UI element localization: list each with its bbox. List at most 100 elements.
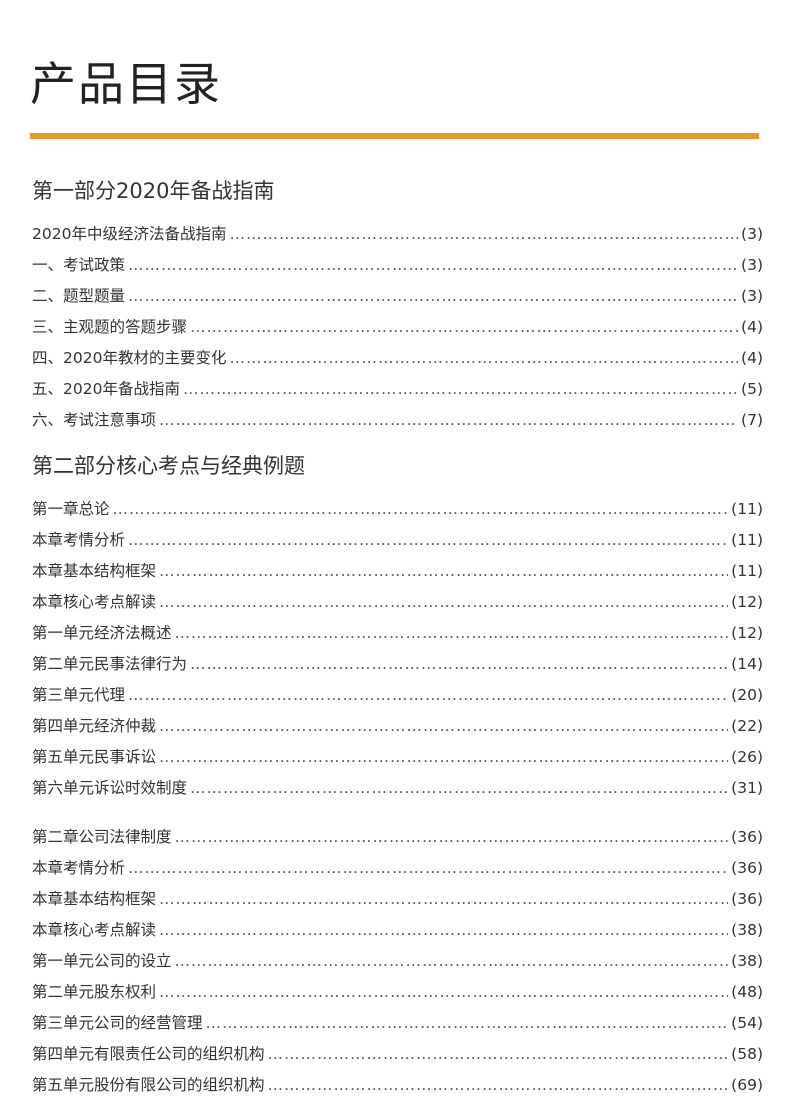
title-divider bbox=[30, 133, 759, 139]
toc-entry[interactable]: 第五单元股份有限公司的组织机构 (69) bbox=[32, 1074, 763, 1096]
toc-entry-page: (5) bbox=[741, 380, 763, 398]
toc-entry-label: 本章考情分析 bbox=[32, 859, 126, 877]
dot-leader bbox=[190, 653, 728, 675]
toc-entry-label: 第五单元民事诉讼 bbox=[32, 748, 157, 766]
toc-entry-page: (69) bbox=[731, 1076, 763, 1094]
toc-entry-page: (26) bbox=[731, 748, 763, 766]
toc-entry-label: 三、主观题的答题步骤 bbox=[32, 318, 188, 336]
toc-entry-page: (36) bbox=[731, 828, 763, 846]
toc-entry-label: 第四单元有限责任公司的组织机构 bbox=[32, 1045, 265, 1063]
toc-entry-page: (12) bbox=[731, 593, 763, 611]
toc-entry[interactable]: 第四单元有限责任公司的组织机构 (58) bbox=[32, 1043, 763, 1065]
toc-entry[interactable]: 第五单元民事诉讼 (26) bbox=[32, 746, 763, 768]
dot-leader bbox=[113, 498, 729, 520]
toc-entry-page: (22) bbox=[731, 717, 763, 735]
dot-leader bbox=[159, 560, 728, 582]
toc-entry-page: (12) bbox=[731, 624, 763, 642]
toc-entry[interactable]: 第三单元代理 (20) bbox=[32, 684, 763, 706]
toc-entry-label: 第一章总论 bbox=[32, 500, 110, 518]
toc-entry-label: 第三单元代理 bbox=[32, 686, 126, 704]
toc-entry-label: 本章核心考点解读 bbox=[32, 921, 157, 939]
dot-leader bbox=[190, 316, 738, 338]
toc-entry-page: (31) bbox=[731, 779, 763, 797]
dot-leader bbox=[175, 826, 729, 848]
dot-leader bbox=[175, 622, 729, 644]
dot-leader bbox=[159, 409, 738, 431]
toc-entry-page: (36) bbox=[731, 890, 763, 908]
toc-entry[interactable]: 第一单元经济法概述 (12) bbox=[32, 622, 763, 644]
toc-entry-page: (11) bbox=[731, 562, 763, 580]
toc-entry-label: 本章核心考点解读 bbox=[32, 593, 157, 611]
toc-entry-page: (3) bbox=[741, 225, 763, 243]
toc-entry-page: (4) bbox=[741, 318, 763, 336]
dot-leader bbox=[159, 981, 728, 1003]
toc-entry-page: (54) bbox=[731, 1014, 763, 1032]
toc-entry-label: 本章基本结构框架 bbox=[32, 890, 157, 908]
toc-entry-label: 第一单元公司的设立 bbox=[32, 952, 172, 970]
toc-entry-page: (20) bbox=[731, 686, 763, 704]
toc-entry-label: 二、题型题量 bbox=[32, 287, 126, 305]
toc-entry-label: 第三单元公司的经营管理 bbox=[32, 1014, 203, 1032]
toc-entry-page: (36) bbox=[731, 859, 763, 877]
toc-entry[interactable]: 本章核心考点解读 (12) bbox=[32, 591, 763, 613]
dot-leader bbox=[128, 254, 738, 276]
toc-entry[interactable]: 本章基本结构框架 (36) bbox=[32, 888, 763, 910]
dot-leader bbox=[229, 347, 738, 369]
toc-entry[interactable]: 本章核心考点解读 (38) bbox=[32, 919, 763, 941]
dot-leader bbox=[159, 715, 728, 737]
page-title: 产品目录 bbox=[30, 57, 222, 111]
toc-entry[interactable]: 2020年中级经济法备战指南 (3) bbox=[32, 223, 763, 245]
toc-entry[interactable]: 本章考情分析 (36) bbox=[32, 857, 763, 879]
toc-entry-page: (11) bbox=[731, 531, 763, 549]
toc-entry-label: 第二章公司法律制度 bbox=[32, 828, 172, 846]
toc-entry-label: 2020年中级经济法备战指南 bbox=[32, 225, 227, 243]
dot-leader bbox=[128, 684, 728, 706]
toc-entry[interactable]: 第二单元民事法律行为 (14) bbox=[32, 653, 763, 675]
toc-entry-page: (14) bbox=[731, 655, 763, 673]
dot-leader bbox=[183, 378, 738, 400]
toc-entry[interactable]: 五、2020年备战指南 (5) bbox=[32, 378, 763, 400]
section-heading: 第二部分核心考点与经典例题 bbox=[32, 454, 305, 478]
toc-entry-label: 第二单元股东权利 bbox=[32, 983, 157, 1001]
toc-entry-label: 第二单元民事法律行为 bbox=[32, 655, 188, 673]
toc-entry[interactable]: 一、考试政策 (3) bbox=[32, 254, 763, 276]
toc-entry[interactable]: 本章基本结构框架 (11) bbox=[32, 560, 763, 582]
toc-entry[interactable]: 本章考情分析 (11) bbox=[32, 529, 763, 551]
toc-entry[interactable]: 第一章总论 (11) bbox=[32, 498, 763, 520]
toc-entry-label: 本章基本结构框架 bbox=[32, 562, 157, 580]
toc-entry[interactable]: 四、2020年教材的主要变化 (4) bbox=[32, 347, 763, 369]
toc-entry-label: 本章考情分析 bbox=[32, 531, 126, 549]
dot-leader bbox=[268, 1043, 729, 1065]
toc-entry-label: 四、2020年教材的主要变化 bbox=[32, 349, 227, 367]
toc-entry[interactable]: 二、题型题量 (3) bbox=[32, 285, 763, 307]
toc-entry[interactable]: 第二章公司法律制度 (36) bbox=[32, 826, 763, 848]
toc-entry-label: 第一单元经济法概述 bbox=[32, 624, 172, 642]
dot-leader bbox=[175, 950, 729, 972]
dot-leader bbox=[159, 591, 728, 613]
toc-entry-label: 五、2020年备战指南 bbox=[32, 380, 180, 398]
toc-entry[interactable]: 三、主观题的答题步骤 (4) bbox=[32, 316, 763, 338]
toc-entry-page: (11) bbox=[731, 500, 763, 518]
dot-leader bbox=[128, 285, 738, 307]
toc-entry[interactable]: 第六单元诉讼时效制度 (31) bbox=[32, 777, 763, 799]
dot-leader bbox=[159, 888, 728, 910]
toc-entry-page: (48) bbox=[731, 983, 763, 1001]
toc-entry-label: 六、考试注意事项 bbox=[32, 411, 157, 429]
toc-entry[interactable]: 第四单元经济仲裁 (22) bbox=[32, 715, 763, 737]
toc-entry[interactable]: 第一单元公司的设立 (38) bbox=[32, 950, 763, 972]
toc-entry-page: (7) bbox=[741, 411, 763, 429]
toc-entry-page: (58) bbox=[731, 1045, 763, 1063]
toc-entry-page: (38) bbox=[731, 952, 763, 970]
toc-entry-page: (3) bbox=[741, 256, 763, 274]
toc-entry[interactable]: 六、考试注意事项 (7) bbox=[32, 409, 763, 431]
toc-entry-label: 一、考试政策 bbox=[32, 256, 126, 274]
dot-leader bbox=[206, 1012, 729, 1034]
toc-entry[interactable]: 第二单元股东权利 (48) bbox=[32, 981, 763, 1003]
dot-leader bbox=[268, 1074, 729, 1096]
dot-leader bbox=[159, 746, 728, 768]
toc-entry[interactable]: 第三单元公司的经营管理 (54) bbox=[32, 1012, 763, 1034]
dot-leader bbox=[128, 857, 728, 879]
toc-entry-page: (38) bbox=[731, 921, 763, 939]
dot-leader bbox=[128, 529, 728, 551]
toc-entry-page: (4) bbox=[741, 349, 763, 367]
